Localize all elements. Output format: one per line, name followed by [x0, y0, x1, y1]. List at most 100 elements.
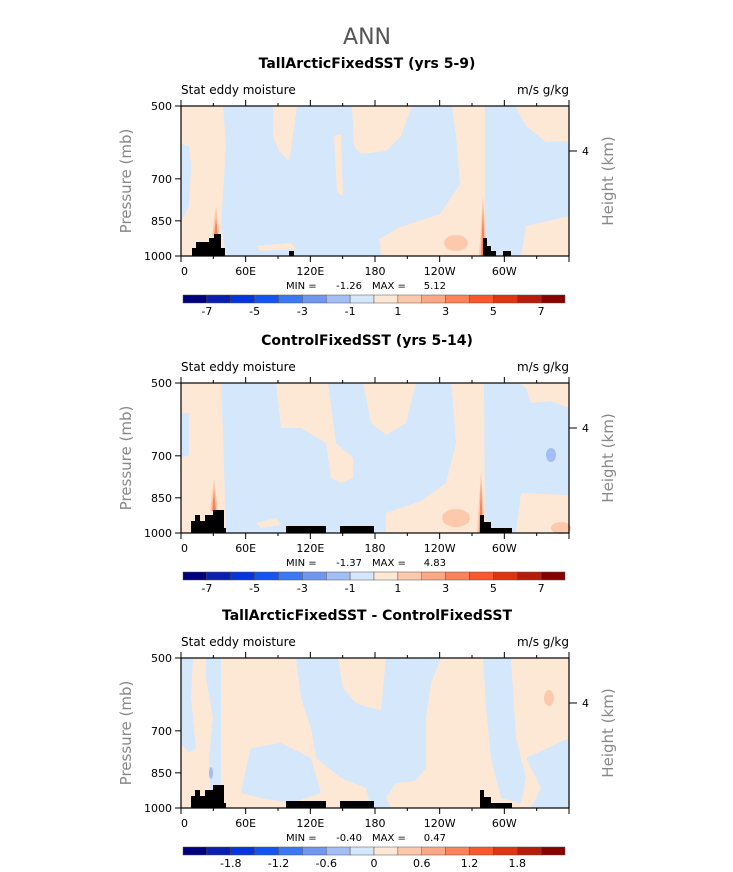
colorbar-label: -0.6 — [316, 857, 337, 870]
colorbar-box — [373, 571, 399, 581]
colorbar-box — [302, 294, 327, 304]
contour-field — [180, 382, 571, 534]
y-tick-label-right: 4 — [582, 145, 589, 158]
contour-region — [273, 106, 297, 161]
colorbar-label: -3 — [297, 305, 308, 318]
y-axis-label-right: Height (km) — [599, 688, 617, 777]
colorbar-box — [254, 846, 279, 856]
colorbar-label: 0 — [371, 857, 378, 870]
colorbar-box — [469, 571, 494, 581]
y-tick-label: 700 — [151, 173, 172, 186]
colorbar-box — [421, 846, 446, 856]
colorbar-label: 5 — [490, 582, 497, 595]
x-tick-label: 60E — [235, 542, 256, 555]
topography — [289, 251, 294, 256]
x-tick-label: 120E — [296, 542, 324, 555]
colorbar-box — [517, 571, 542, 581]
x-tick-label: 60W — [492, 265, 517, 278]
colorbar-box — [349, 571, 375, 581]
colorbar-box — [421, 294, 446, 304]
y-tick-label: 500 — [151, 652, 172, 665]
colorbar-box — [517, 294, 542, 304]
topography — [286, 526, 326, 533]
colorbar-box — [445, 846, 470, 856]
contour-field — [180, 657, 570, 809]
y-axis-label: Pressure (mb) — [117, 129, 135, 234]
colorbar-label: -5 — [249, 582, 260, 595]
max-value: 5.12 — [424, 281, 446, 292]
field-label: Stat eddy moisture — [181, 635, 296, 649]
min-label: MIN = — [286, 558, 317, 569]
colorbar-box — [349, 294, 375, 304]
contour-field — [180, 105, 570, 257]
contour-blob — [546, 448, 556, 462]
min-label: MIN = — [286, 281, 317, 292]
contour-region — [256, 243, 296, 251]
colorbar-label: 7 — [538, 582, 545, 595]
contour-region — [334, 134, 343, 196]
colorbar-box — [278, 846, 303, 856]
colorbar-box — [326, 294, 351, 304]
colorbar-box — [230, 294, 255, 304]
colorbar-label: -7 — [201, 582, 212, 595]
figure-title: ANN — [343, 25, 391, 50]
x-tick-label: 120W — [424, 542, 456, 555]
contour-region — [386, 383, 485, 533]
colorbar-box — [397, 571, 422, 581]
contour-blob — [442, 509, 470, 527]
panel-title: TallArcticFixedSST (yrs 5-9) — [259, 56, 476, 72]
topography — [191, 510, 226, 533]
colorbar-box — [326, 846, 351, 856]
x-tick-label: 120E — [296, 265, 324, 278]
colorbar-box — [326, 571, 351, 581]
colorbar-box — [373, 294, 399, 304]
colorbar-label: -1 — [345, 305, 356, 318]
colorbar-box — [254, 571, 279, 581]
contour-region — [515, 106, 569, 142]
min-label: MIN = — [286, 833, 317, 844]
colorbar-box — [493, 846, 518, 856]
contour-region — [352, 106, 412, 154]
contour-region — [276, 383, 353, 483]
min-value: -0.40 — [336, 833, 362, 844]
min-value: -1.26 — [336, 281, 362, 292]
x-tick-label: 120W — [424, 265, 456, 278]
colorbar-box — [469, 294, 494, 304]
colorbar-box — [397, 294, 422, 304]
colorbar-box — [493, 571, 518, 581]
units-label: m/s g/kg — [517, 360, 569, 374]
colorbar-box — [517, 846, 542, 856]
panel-title: TallArcticFixedSST - ControlFixedSST — [222, 608, 512, 624]
colorbar-label: -7 — [201, 305, 212, 318]
colorbar-box — [278, 571, 303, 581]
max-value: 4.83 — [424, 558, 446, 569]
colorbar-label: 5 — [490, 305, 497, 318]
panel-1: TallArcticFixedSST (yrs 5-9) Stat eddy mo… — [117, 56, 617, 318]
colorbar — [182, 846, 566, 856]
contour-region — [396, 780, 443, 794]
colorbar-box — [182, 571, 208, 581]
x-tick-label: 60W — [492, 542, 517, 555]
y-tick-label: 700 — [151, 725, 172, 738]
max-label: MAX = — [372, 833, 406, 844]
panel-2: ControlFixedSST (yrs 5-14) Stat eddy mois… — [117, 333, 617, 595]
contour-blob — [209, 767, 213, 779]
min-value: -1.37 — [336, 558, 362, 569]
colorbar-box — [278, 294, 303, 304]
x-tick-label: 120W — [424, 817, 456, 830]
x-tick-label: 180 — [365, 817, 386, 830]
y-axis-label-right: Height (km) — [599, 136, 617, 225]
y-tick-label: 1000 — [144, 802, 172, 815]
topography — [340, 801, 374, 808]
y-tick-label-right: 4 — [582, 697, 589, 710]
colorbar-box — [540, 571, 566, 581]
contour-region — [363, 383, 416, 435]
colorbar-box — [302, 846, 327, 856]
contour-maximum — [212, 490, 216, 511]
y-tick-label: 1000 — [144, 527, 172, 540]
colorbar-box — [373, 846, 399, 856]
x-tick-label: 120E — [296, 817, 324, 830]
colorbar-box — [206, 571, 231, 581]
y-axis-label: Pressure (mb) — [117, 406, 135, 511]
